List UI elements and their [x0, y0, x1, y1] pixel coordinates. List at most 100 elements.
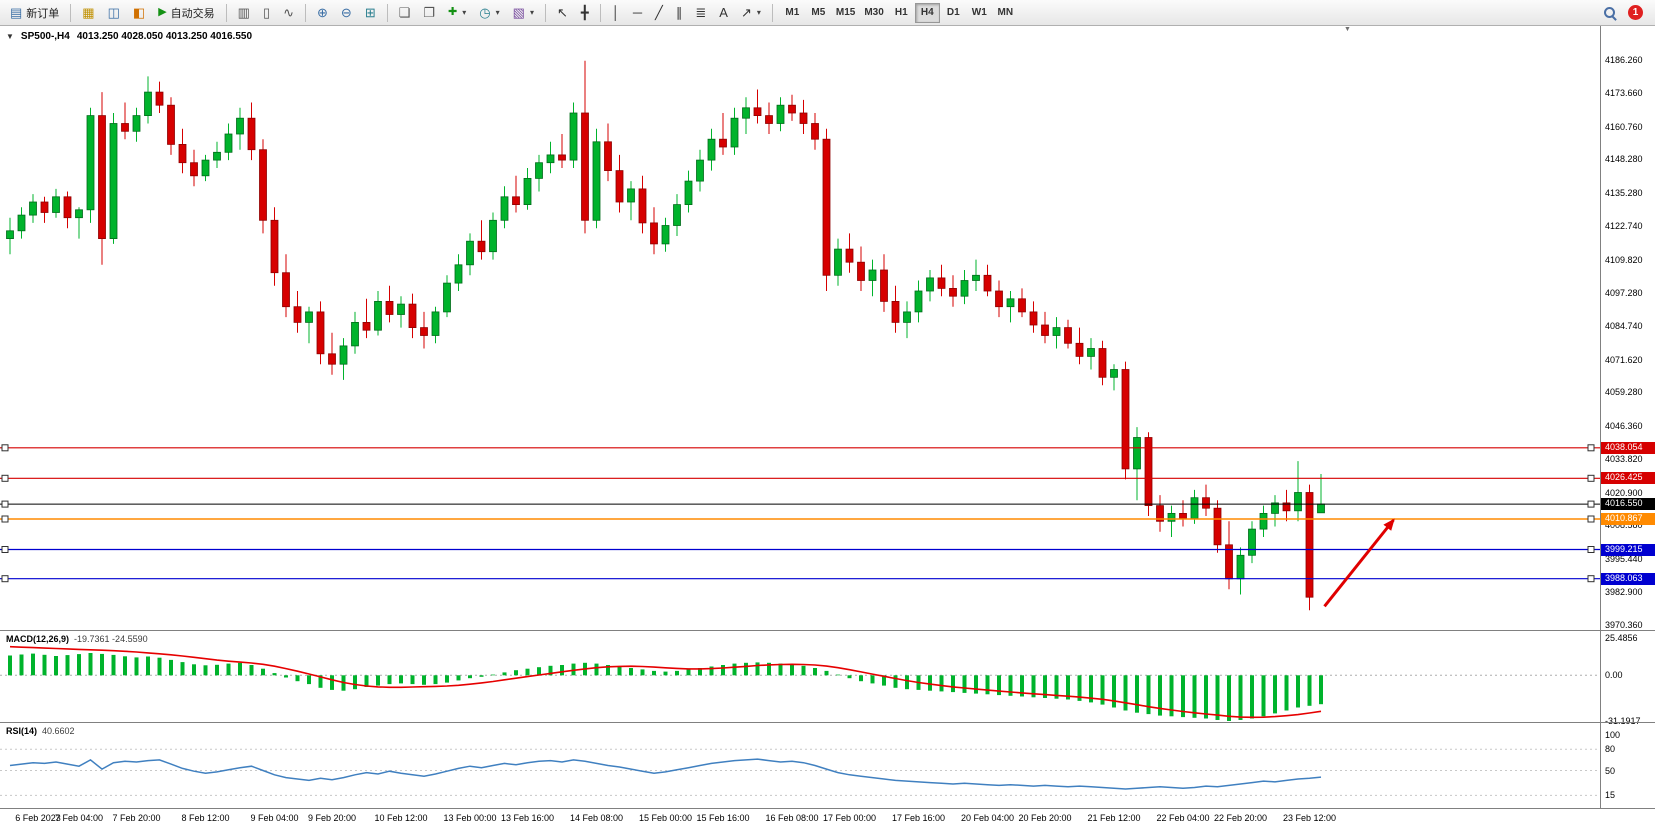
channel-button[interactable]: ∥	[670, 2, 689, 24]
market-watch-icon: ◫	[107, 5, 120, 20]
vertical-line-button[interactable]: │	[606, 2, 626, 24]
zoom-in-button[interactable]: ⊕	[311, 2, 334, 24]
notification-badge[interactable]: 1	[1628, 5, 1643, 20]
navigator-button[interactable]: ◧	[127, 2, 151, 24]
timeframe-H1[interactable]: H1	[889, 3, 914, 23]
charts-icon: ▦	[82, 5, 95, 20]
line-chart-icon: ∿	[283, 5, 295, 20]
new-chart-button[interactable]: ✚ ▾	[442, 2, 472, 24]
price-tick: 4008.580	[1605, 520, 1643, 530]
time-label: 20 Feb 20:00	[1018, 813, 1072, 823]
time-label: 23 Feb 12:00	[1282, 813, 1337, 823]
price-tick: 4097.280	[1605, 287, 1643, 298]
timeframe-M30[interactable]: M30	[860, 3, 887, 23]
price-tick: 3982.900	[1605, 587, 1643, 598]
price-tick: 4186.260	[1605, 55, 1643, 65]
symbol-timeframe-label: SP500-,H4	[20, 31, 70, 42]
tile-windows-button[interactable]: ❏	[393, 2, 417, 24]
time-label: 6 Feb 2023	[15, 813, 61, 823]
time-label: 7 Feb 20:00	[112, 813, 161, 823]
hline-objects[interactable]	[0, 444, 1600, 583]
bar-chart-icon: ▥	[237, 5, 250, 20]
text-icon: A	[719, 5, 728, 20]
chevron-down-icon: ▾	[495, 8, 500, 17]
new-chart-icon: ✚	[448, 6, 458, 18]
rsi-layer	[0, 748, 1600, 796]
rsi-value: 40.6602	[42, 726, 75, 736]
chart-shift-marker[interactable]: ▼	[1344, 26, 1351, 33]
charts-button[interactable]: ▦	[76, 2, 100, 24]
pane-divider[interactable]	[0, 630, 1655, 631]
period-button[interactable]: ◷ ▾	[473, 2, 505, 24]
cursor-button[interactable]: ↖	[551, 2, 574, 24]
chart-canvas[interactable]	[0, 26, 1655, 809]
toolbar-separator	[305, 3, 307, 22]
timeframe-M5[interactable]: M5	[806, 3, 831, 23]
main-chart-pane[interactable]	[0, 26, 1600, 630]
timeframe-MN[interactable]: MN	[993, 3, 1018, 23]
zoom-out-button[interactable]: ⊖	[335, 2, 358, 24]
time-label: 8 Feb 12:00	[181, 813, 230, 823]
timeframe-W1[interactable]: W1	[967, 3, 992, 23]
price-tick: 4033.820	[1605, 453, 1643, 464]
toolbar-separator	[771, 3, 773, 22]
timeframe-group: M1 M5 M15 M30 H1 H4 D1 W1 MN	[780, 2, 1018, 23]
search-button[interactable]	[1597, 2, 1627, 24]
auto-trading-button[interactable]: ▶ 自动交易	[152, 2, 220, 24]
line-chart-button[interactable]: ∿	[277, 2, 300, 24]
time-label: 20 Feb 04:00	[960, 813, 1015, 823]
text-button[interactable]: A	[713, 2, 734, 24]
grid-button[interactable]: ⊞	[359, 2, 382, 24]
cascade-windows-icon: ❐	[423, 5, 436, 20]
price-scale[interactable]: 4186.260 4173.660 4160.760 4148.280 4135.280…	[1600, 26, 1655, 809]
cascade-windows-button[interactable]: ❐	[417, 2, 441, 24]
horizontal-line-button[interactable]: ─	[627, 2, 648, 24]
price-tick: 4046.360	[1605, 421, 1643, 432]
time-axis[interactable]: 6 Feb 2023 7 Feb 04:00 7 Feb 20:00 8 Feb 12…	[0, 809, 1655, 828]
toolbar-separator	[599, 3, 601, 22]
horizontal-line-icon: ─	[632, 5, 643, 20]
tile-windows-icon: ❏	[398, 5, 411, 20]
new-order-label: 新订单	[26, 7, 60, 20]
new-order-icon: ▤	[10, 5, 23, 20]
time-label: 17 Feb 00:00	[822, 813, 877, 823]
timeframe-D1[interactable]: D1	[941, 3, 966, 23]
arrow-annotation[interactable]	[1323, 518, 1395, 608]
price-line-tag: 4016.550	[1601, 498, 1655, 511]
price-tick: 4071.620	[1605, 355, 1643, 365]
rsi-name: RSI(14)	[6, 726, 38, 736]
pane-divider[interactable]	[0, 722, 1655, 723]
rsi-scale-tick: 15	[1605, 790, 1616, 801]
timeframe-M15[interactable]: M15	[832, 3, 859, 23]
time-label: 15 Feb 00:00	[638, 813, 693, 823]
one-click-trading-toggle[interactable]: ▼	[6, 32, 14, 41]
candlestick-icon: ▯	[262, 5, 271, 20]
arrows-button[interactable]: ↗ ▾	[735, 2, 767, 24]
candlestick-button[interactable]: ▯	[257, 2, 276, 24]
chevron-down-icon: ▾	[529, 8, 534, 17]
market-watch-button[interactable]: ◫	[102, 2, 126, 24]
auto-trading-label: 自动交易	[170, 7, 215, 20]
rsi-pane[interactable]	[0, 723, 1600, 808]
price-line-tag: 4010.867	[1601, 513, 1655, 525]
macd-pane[interactable]	[0, 631, 1600, 722]
pane-divider[interactable]	[0, 808, 1655, 809]
fibonacci-button[interactable]: ≣	[689, 2, 712, 24]
timeframe-M1[interactable]: M1	[780, 3, 805, 23]
new-order-button[interactable]: ▤ 新订单	[4, 2, 65, 24]
fibonacci-icon: ≣	[695, 5, 707, 20]
macd-scale-tick: 0.00	[1605, 670, 1623, 681]
toolbar-separator	[70, 3, 72, 22]
bar-chart-button[interactable]: ▥	[232, 2, 256, 24]
price-tick: 4173.660	[1605, 88, 1643, 98]
time-label: 13 Feb 00:00	[443, 813, 497, 823]
time-label: 17 Feb 16:00	[891, 813, 946, 823]
crosshair-button[interactable]: ╋	[575, 2, 595, 24]
timeframe-H4[interactable]: H4	[914, 2, 940, 23]
candles-layer	[6, 60, 1325, 611]
ohlc-values: 4013.250 4028.050 4013.250 4016.550	[76, 31, 253, 42]
trendline-button[interactable]: ╱	[649, 2, 669, 24]
template-button[interactable]: ▧ ▾	[507, 2, 540, 24]
time-label: 16 Feb 08:00	[765, 813, 819, 823]
time-label: 21 Feb 12:00	[1087, 813, 1141, 823]
